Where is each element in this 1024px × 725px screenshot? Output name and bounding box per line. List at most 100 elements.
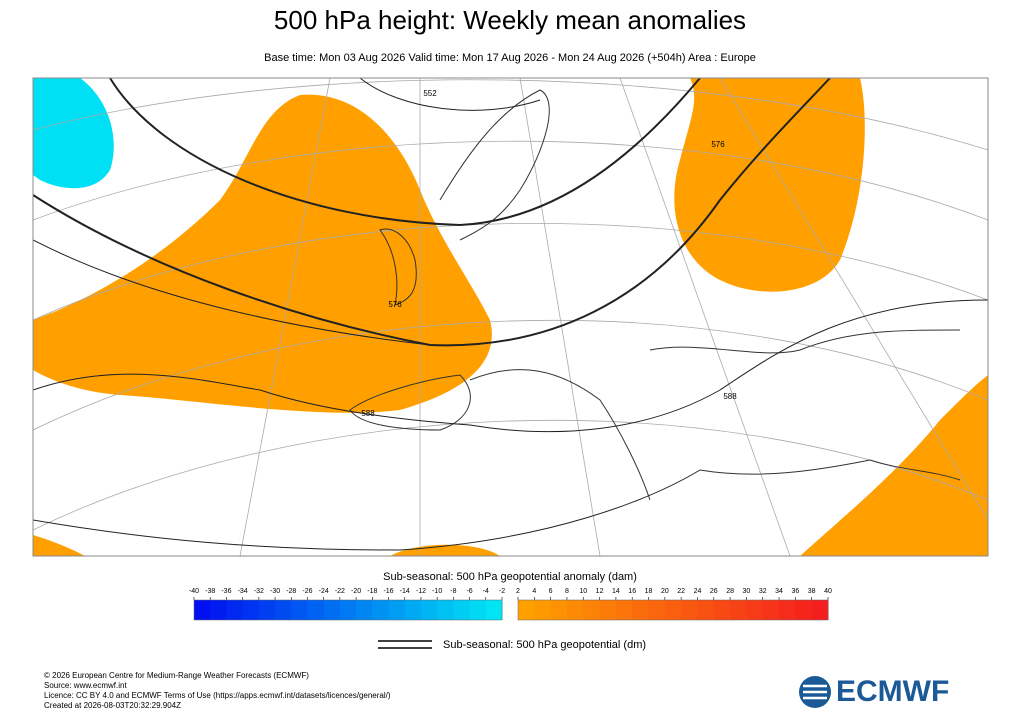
colorbar-swatch: [356, 600, 373, 620]
colorbar-tick-label: 24: [694, 588, 702, 595]
colorbar-tick-label: -38: [205, 588, 215, 595]
colorbar-tick-label: 32: [759, 588, 767, 595]
logo-text: ECMWF: [836, 675, 949, 708]
graticule: [33, 78, 988, 556]
coastlines: [349, 89, 961, 501]
contour-label: 576: [388, 300, 402, 309]
colorbar: -40 -38 -36 -34 -32 -30 -28 -26 -24 -22 -20 -18 -16-…: [189, 588, 832, 621]
colorbar-swatch: [730, 600, 747, 620]
colorbar-tick-label: -32: [254, 588, 264, 595]
colorbar-swatch: [307, 600, 325, 620]
colorbar-tick-label: 18: [645, 588, 653, 595]
colorbar-swatch: [469, 600, 487, 620]
colorbar-tick-label: 16: [628, 588, 636, 595]
logo-mark-stripes: [803, 684, 827, 700]
colorbar-swatch: [632, 600, 650, 620]
colorbar-swatch: [372, 600, 390, 620]
colorbar-tick-label: -6: [466, 588, 472, 595]
colorbar-tick-label: -30: [270, 588, 280, 595]
colorbar-swatch: [242, 600, 260, 620]
colorbar-swatch: [420, 600, 438, 620]
colorbar-swatch: [779, 600, 796, 620]
colorbar-tick-label: 34: [775, 588, 783, 595]
map-frame: [32, 77, 989, 557]
colorbar-swatch: [437, 600, 454, 620]
colorbar-tick-label: -2: [499, 588, 505, 595]
colorbar-swatch: [210, 600, 227, 620]
colorbar-swatch: [339, 600, 357, 620]
colorbar-tick-label: 36: [791, 588, 799, 595]
negative-anomaly-area: [33, 78, 114, 189]
colorbar-swatch: [664, 600, 682, 620]
colorbar-tick-label: 4: [532, 588, 536, 595]
footer-line: © 2026 European Centre for Medium-Range …: [44, 671, 309, 680]
colorbar-tick-label: -20: [351, 588, 361, 595]
colorbar-swatch: [746, 600, 764, 620]
contour-legend-label: Sub-seasonal: 500 hPa geopotential (dm): [443, 639, 646, 651]
colorbar-tick-label: 20: [661, 588, 669, 595]
colorbar-swatch: [713, 600, 731, 620]
colorbar-tick-label: -22: [335, 588, 345, 595]
colorbar-swatch: [291, 600, 308, 620]
colorbar-tick-label: 28: [726, 588, 734, 595]
colorbar-swatch: [762, 600, 780, 620]
colorbar-swatch: [194, 600, 211, 620]
colorbar-tick-label: -4: [483, 588, 489, 595]
positive-anomaly-area: [390, 544, 500, 556]
colorbar-swatch: [599, 600, 617, 620]
colorbar-swatch: [323, 600, 341, 620]
colorbar-tick-label: -28: [286, 588, 296, 595]
colorbar-swatch: [485, 600, 503, 620]
colorbar-tick-label: -26: [302, 588, 312, 595]
colorbar-tick-label: 6: [549, 588, 553, 595]
colorbar-swatch: [681, 600, 698, 620]
colorbar-swatch: [795, 600, 813, 620]
colorbar-tick-label: 22: [677, 588, 685, 595]
footer-line: Source: www.ecmwf.int: [44, 681, 127, 690]
colorbar-swatch: [550, 600, 568, 620]
colorbar-tick-label: 38: [808, 588, 816, 595]
colorbar-swatch: [388, 600, 406, 620]
colorbar-swatch: [697, 600, 715, 620]
colorbar-swatch: [258, 600, 276, 620]
footer-line: Created at 2026-08-03T20:32:29.904Z: [44, 701, 181, 710]
colorbar-frame: [517, 599, 829, 621]
contour-label: 552: [423, 89, 437, 98]
colorbar-swatch: [648, 600, 666, 620]
colorbar-tick-label: 8: [565, 588, 569, 595]
contour-labels: 552 576 576 588 588: [361, 89, 737, 418]
colorbar-tick-label: 26: [710, 588, 718, 595]
footer-line: Licence: CC BY 4.0 and ECMWF Terms of Us…: [44, 691, 391, 700]
colorbar-swatch: [534, 600, 552, 620]
colorbar-swatch: [518, 600, 535, 620]
colorbar-tick-label: -40: [189, 588, 199, 595]
map: 552 576 576 588 588: [32, 77, 989, 557]
colorbar-swatch: [811, 600, 829, 620]
colorbar-tick-label: 30: [743, 588, 751, 595]
contour-label: 588: [723, 392, 737, 401]
colorbar-tick-label: 14: [612, 588, 620, 595]
colorbar-frame: [193, 599, 503, 621]
geopotential-contours: [33, 78, 988, 551]
footer: © 2026 European Centre for Medium-Range …: [44, 671, 391, 710]
title: 500 hPa height: Weekly mean anomalies: [274, 5, 746, 35]
colorbar-tick-label: 10: [579, 588, 587, 595]
colorbar-swatch: [275, 600, 292, 620]
colorbar-swatch: [453, 600, 471, 620]
positive-anomaly-area: [33, 535, 85, 556]
positive-anomaly-area: [674, 78, 865, 292]
colorbar-tick-label: -10: [432, 588, 442, 595]
colorbar-tick-label: -8: [450, 588, 456, 595]
colorbar-swatch: [615, 600, 633, 620]
contour-label: 576: [711, 140, 725, 149]
colorbar-tick-label: -16: [383, 588, 393, 595]
colorbar-tick-label: 12: [596, 588, 604, 595]
colorbar-swatch: [404, 600, 422, 620]
contour-label: 588: [361, 409, 375, 418]
colorbar-tick-label: -18: [367, 588, 377, 595]
positive-anomaly-area: [800, 375, 988, 556]
colorbar-tick-label: 40: [824, 588, 832, 595]
colorbar-label: Sub-seasonal: 500 hPa geopotential anoma…: [383, 571, 637, 583]
